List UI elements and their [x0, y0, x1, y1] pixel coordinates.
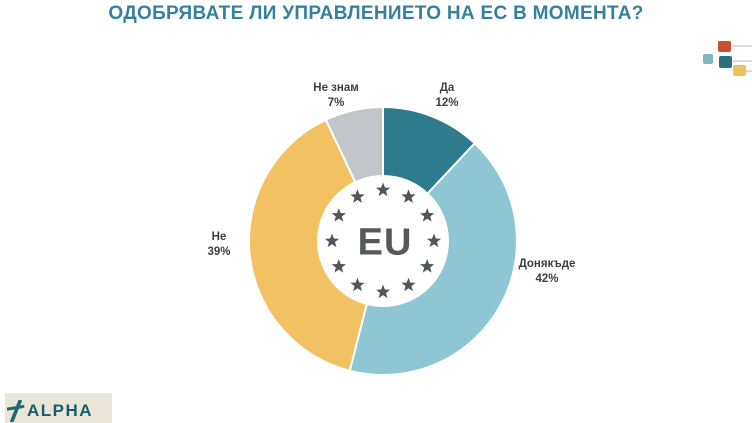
slice-percent: 39%: [207, 246, 231, 258]
alpha-research-logo: ALPHA: [5, 393, 112, 423]
eu-star-icon: [331, 208, 346, 222]
eu-star-icon: [426, 233, 442, 248]
slice-name: Не: [211, 231, 227, 244]
eu-star-icon: [350, 189, 365, 203]
alpha-logo-icon: [7, 400, 25, 422]
pie-slice-Не: [248, 118, 384, 372]
slice-name: Донякъде: [518, 258, 576, 271]
slice-label-donyakade: Донякъде 42%: [519, 257, 576, 287]
eu-star-icon: [331, 259, 346, 273]
slice-percent: 42%: [535, 273, 559, 285]
eu-star-icon: [350, 277, 365, 292]
eu-center-label: EU: [357, 221, 413, 264]
eu-star-icon: [375, 182, 391, 197]
eu-star-icon: [375, 284, 391, 299]
decoration-square-red: [718, 41, 731, 52]
eu-emblem-circle: [317, 175, 449, 307]
alpha-logo-text: ALPHA: [27, 401, 94, 420]
eu-star-icon: [420, 208, 435, 222]
slice-label-da: Да 12%: [435, 81, 458, 111]
slice-percent: 7%: [327, 97, 345, 109]
decoration-line: [730, 60, 752, 62]
decoration-line: [744, 70, 752, 72]
decoration-square-yellow: [733, 65, 746, 76]
decoration-square-light-teal: [703, 54, 713, 64]
eu-star-icon: [420, 259, 435, 273]
eu-star-icon: [401, 277, 416, 292]
decoration-square-dark-teal: [719, 56, 732, 68]
slice-percent: 12%: [435, 97, 459, 109]
slice-name: Да: [439, 82, 455, 95]
slice-name: Не знам: [313, 82, 359, 95]
page-title: ОДОБРЯВАТЕ ЛИ УПРАВЛЕНИЕТО НА ЕС В МОМЕН…: [108, 3, 644, 24]
decoration-line: [730, 45, 752, 47]
slice-label-ne-znam: Не знам 7%: [313, 81, 358, 111]
slice-label-ne: Не 39%: [207, 230, 230, 260]
eu-star-icon: [324, 233, 340, 248]
eu-star-icon: [401, 189, 416, 203]
